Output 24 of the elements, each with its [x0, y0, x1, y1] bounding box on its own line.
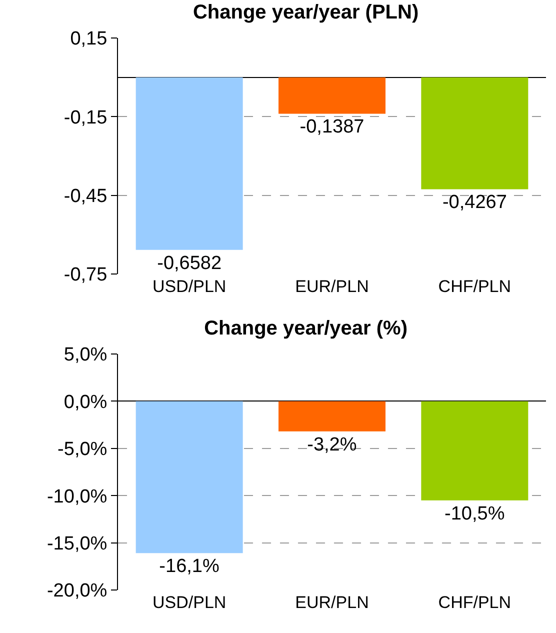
data-label: -0,6582	[157, 252, 222, 274]
x-tick-label: USD/PLN	[152, 593, 226, 612]
y-tick-label: -0,45	[64, 186, 108, 207]
data-label: -10,5%	[444, 503, 505, 524]
x-tick-label: CHF/PLN	[438, 277, 512, 296]
y-tick-label: 0,15	[70, 28, 108, 50]
x-tick-label: EUR/PLN	[295, 593, 369, 612]
data-label: -3,2%	[307, 434, 357, 456]
y-tick-label: -20,0%	[46, 580, 108, 602]
y-tick-label: 5,0%	[64, 344, 108, 366]
y-tick-label: -0,75	[64, 264, 108, 286]
chart-title: Change year/year (PLN)	[192, 2, 419, 24]
x-tick-label: EUR/PLN	[295, 277, 369, 296]
y-tick-label: -15,0%	[46, 533, 108, 554]
data-label: -0,1387	[300, 116, 364, 138]
data-label: -16,1%	[159, 556, 220, 578]
chart-title: Change year/year (%)	[204, 318, 408, 340]
y-tick-label: 0,0%	[64, 392, 108, 413]
y-tick-label: -0,15	[64, 107, 108, 128]
x-tick-label: CHF/PLN	[438, 593, 512, 612]
x-tick-label: USD/PLN	[152, 277, 226, 296]
data-label: -0,4267	[442, 192, 507, 214]
y-tick-label: -5,0%	[58, 439, 108, 460]
y-tick-label: -10,0%	[46, 486, 108, 508]
